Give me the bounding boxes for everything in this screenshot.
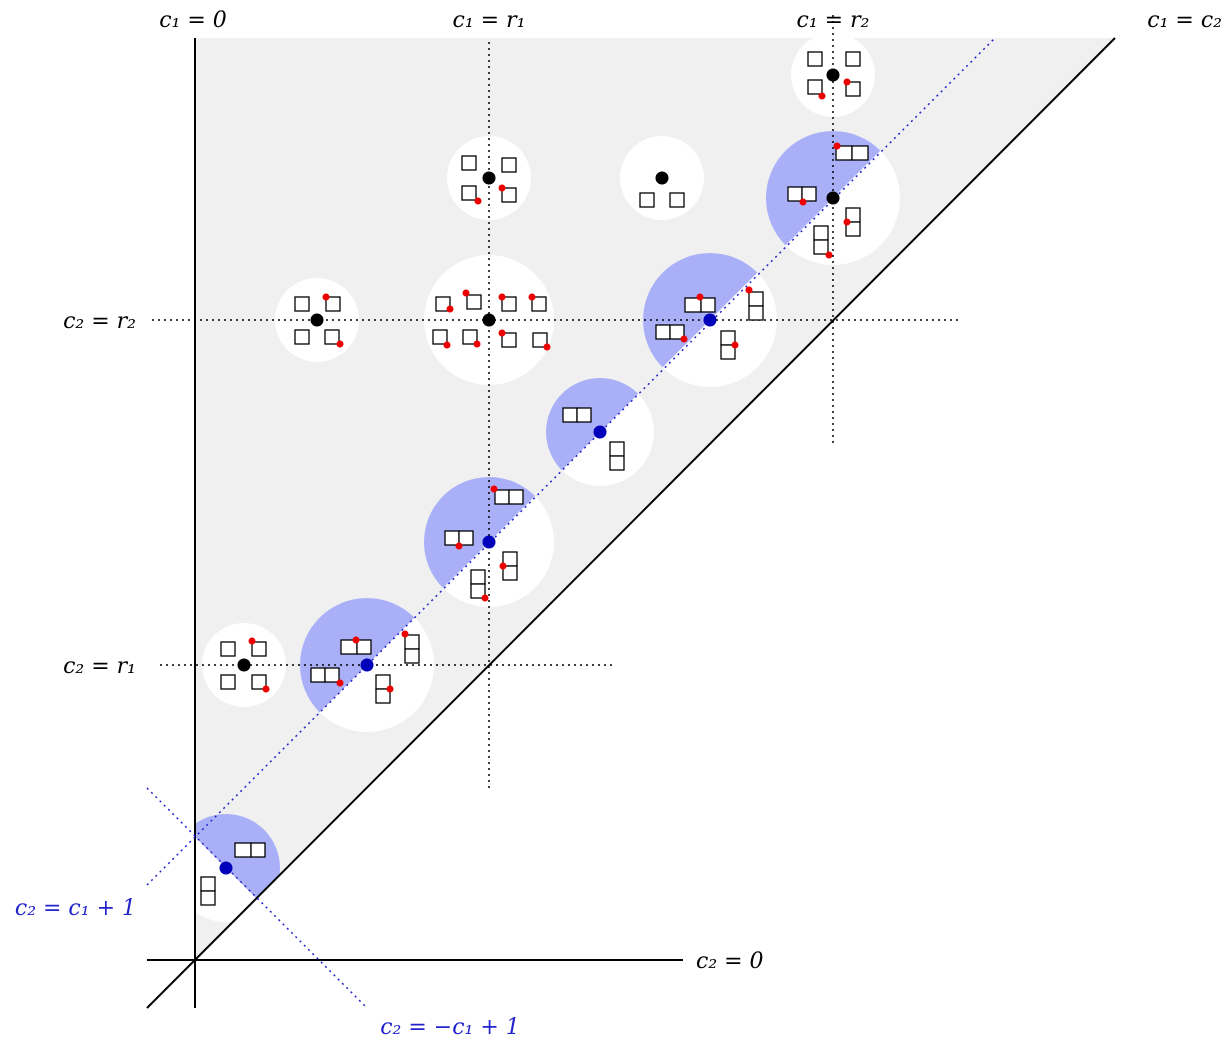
square-cell [807,79,823,95]
square-cell [807,51,823,67]
square-cell [325,296,341,312]
label-c2-minus-c1-plus-1: c₂ = −c₁ + 1 [380,1015,520,1040]
two-cells-side-by-side [494,489,510,505]
square-cell [251,674,267,690]
point-diag-mid [593,425,607,439]
axes [146,37,1116,1009]
half-disk-origin [195,813,281,907]
two-cells-stacked [748,305,764,321]
black-points [237,68,840,672]
two-cells-stacked [845,221,861,237]
label-c1-r2: c₁ = r₂ [797,8,870,33]
square-cell [845,51,861,67]
blue-points [219,313,717,875]
two-cells-side-by-side [787,186,803,202]
square-cell [294,296,310,312]
point-origin [219,861,233,875]
square-cell [501,157,517,173]
square-cell [294,329,310,345]
two-cells-stacked [720,344,736,360]
two-cells-side-by-side [801,186,817,202]
two-cells-side-by-side [576,407,592,423]
two-cells-side-by-side [356,639,372,655]
diagonal-c1-c2 [146,37,1116,1009]
label-c1-r1: c₁ = r₁ [453,8,526,33]
two-cells-side-by-side [700,297,716,313]
square-cell [461,155,477,171]
square-cell [461,185,477,201]
label-c2-zero: c₂ = 0 [696,949,764,974]
two-cells-side-by-side [562,407,578,423]
two-cells-stacked [813,239,829,255]
cells [200,51,869,906]
point-diag-r1-col [482,535,496,549]
half-disk-diag-r1-col [423,476,535,588]
square-cell [501,296,517,312]
two-cells-stacked [375,688,391,704]
two-cells-stacked [748,291,764,307]
square-cell [432,329,448,345]
label-c2-r1: c₂ = r₁ [63,654,136,679]
square-cell [532,332,548,348]
square-cell [220,674,236,690]
two-cells-side-by-side [851,145,869,161]
two-cells-stacked [470,583,486,599]
two-cells-stacked [609,441,625,457]
two-cells-side-by-side [444,530,460,546]
square-cell [435,296,451,312]
point-r1-r2 [482,313,496,327]
two-cells-stacked [404,634,420,650]
half-disk-diag-r1 [299,597,415,713]
half-disk-diag-mid [545,377,639,471]
point-left-r2 [310,313,324,327]
square-cell [531,296,547,312]
two-cells-stacked [470,569,486,585]
label-c2-r2: c₂ = r₂ [63,309,136,334]
square-cell [220,641,236,657]
square-cell [639,192,655,208]
labels: c₁ = 0 c₁ = r₁ c₁ = r₂ c₁ = c₂ c₂ = r₂ c… [15,8,1222,1040]
square-cell [845,81,861,97]
two-cells-stacked [200,890,216,906]
square-cell [466,294,482,310]
square-cell [501,187,517,203]
two-cells-side-by-side [234,842,252,858]
two-cells-stacked [502,565,518,581]
point-left-r1 [237,658,251,672]
two-cells-side-by-side [324,667,340,683]
square-cell [669,192,685,208]
blue-lines [146,37,996,1007]
line-c2-c1-plus-1 [146,37,996,886]
guide-lines [152,15,960,790]
point-diag-r2 [703,313,717,327]
two-cells-side-by-side [508,489,524,505]
square-cell [324,329,340,345]
two-cells-side-by-side [250,842,266,858]
two-cells-stacked [813,225,829,241]
label-c1-zero: c₁ = 0 [159,8,227,33]
label-c1-c2: c₁ = c₂ [1147,8,1222,33]
two-cells-stacked [200,876,216,892]
label-c2-c1-plus-1: c₂ = c₁ + 1 [15,896,136,921]
point-r2-r2 [826,68,840,82]
point-mid-top [655,171,669,185]
two-cells-stacked [404,648,420,664]
two-cells-side-by-side [310,667,326,683]
point-r1-top [482,171,496,185]
square-cell [251,641,267,657]
two-cells-side-by-side [655,324,671,340]
point-r2-upper [826,191,840,205]
two-cells-stacked [609,455,625,471]
red-dots [248,78,851,693]
square-cell [462,329,478,345]
two-cells-side-by-side [669,324,685,340]
square-cell [501,332,517,348]
two-cells-side-by-side [458,530,474,546]
point-diag-r1 [360,658,374,672]
